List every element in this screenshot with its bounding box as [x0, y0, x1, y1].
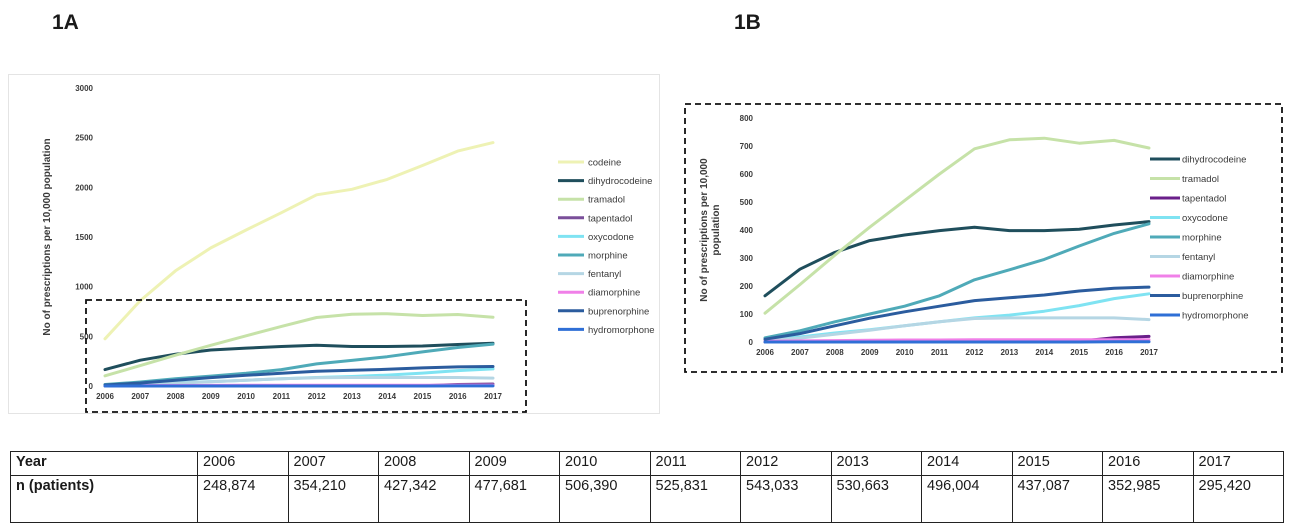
- table-cell: 437,087: [1012, 476, 1103, 523]
- y-tick-label: 500: [740, 198, 754, 207]
- y-axis-label: No of prescriptions per 10,000population: [699, 158, 722, 302]
- table-cell: 506,390: [560, 476, 651, 523]
- table-cell: 2014: [922, 452, 1013, 476]
- legend-label-dihydrocodeine: dihydrocodeine: [1182, 155, 1246, 166]
- table-cell: 2011: [650, 452, 741, 476]
- table-row-header: n (patients): [11, 476, 198, 523]
- table-cell: 352,985: [1103, 476, 1194, 523]
- table-row-patients: n (patients) 248,874 354,210 427,342 477…: [11, 476, 1284, 523]
- y-tick-label: 300: [740, 254, 754, 263]
- table-cell: 477,681: [469, 476, 560, 523]
- x-tick-label: 2008: [826, 348, 844, 357]
- x-tick-label: 2010: [896, 348, 914, 357]
- legend-label-hydromorphone: hydromorphone: [1182, 311, 1249, 322]
- x-tick-label: 2017: [1140, 348, 1158, 357]
- legend-label-tramadol: tramadol: [1182, 174, 1219, 185]
- table-cell: 2008: [379, 452, 470, 476]
- legend-label-morphine: morphine: [1182, 233, 1222, 244]
- table-row-header: Year: [11, 452, 198, 476]
- table-cell: 2017: [1193, 452, 1284, 476]
- table-cell: 496,004: [922, 476, 1013, 523]
- x-tick-label: 2014: [1035, 348, 1053, 357]
- table-row-year: Year 2006 2007 2008 2009 2010 2011 2012 …: [11, 452, 1284, 476]
- table-cell: 2007: [288, 452, 379, 476]
- series-line-dihydrocodeine: [765, 222, 1149, 296]
- x-tick-label: 2007: [791, 348, 809, 357]
- y-tick-label: 600: [740, 170, 754, 179]
- table-cell: 2015: [1012, 452, 1103, 476]
- table-cell: 543,033: [741, 476, 832, 523]
- y-tick-label: 400: [740, 226, 754, 235]
- x-tick-label: 2012: [966, 348, 984, 357]
- table-cell: 354,210: [288, 476, 379, 523]
- table-cell: 530,663: [831, 476, 922, 523]
- table-cell: 248,874: [198, 476, 289, 523]
- table-cell: 427,342: [379, 476, 470, 523]
- table-cell: 2012: [741, 452, 832, 476]
- table-cell: 2016: [1103, 452, 1194, 476]
- x-tick-label: 2016: [1105, 348, 1123, 357]
- legend-label-buprenorphine: buprenorphine: [1182, 291, 1243, 302]
- y-tick-label: 200: [740, 282, 754, 291]
- x-tick-label: 2006: [756, 348, 774, 357]
- legend-label-diamorphine: diamorphine: [1182, 272, 1234, 283]
- table-cell: 2006: [198, 452, 289, 476]
- x-tick-label: 2011: [931, 348, 949, 357]
- series-line-buprenorphine: [765, 287, 1149, 339]
- x-tick-label: 2015: [1070, 348, 1088, 357]
- table-cell: 2013: [831, 452, 922, 476]
- y-tick-label: 800: [740, 114, 754, 123]
- y-tick-label: 0: [749, 338, 754, 347]
- table-cell: 525,831: [650, 476, 741, 523]
- y-tick-label: 700: [740, 142, 754, 151]
- legend-label-oxycodone: oxycodone: [1182, 213, 1228, 224]
- x-tick-label: 2009: [861, 348, 879, 357]
- x-tick-label: 2013: [1000, 348, 1018, 357]
- legend-label-fentanyl: fentanyl: [1182, 252, 1215, 263]
- patients-table: Year 2006 2007 2008 2009 2010 2011 2012 …: [10, 451, 1284, 523]
- table-cell: 2009: [469, 452, 560, 476]
- legend-label-tapentadol: tapentadol: [1182, 194, 1226, 205]
- table-cell: 295,420: [1193, 476, 1284, 523]
- table-cell: 2010: [560, 452, 651, 476]
- y-tick-label: 100: [740, 310, 754, 319]
